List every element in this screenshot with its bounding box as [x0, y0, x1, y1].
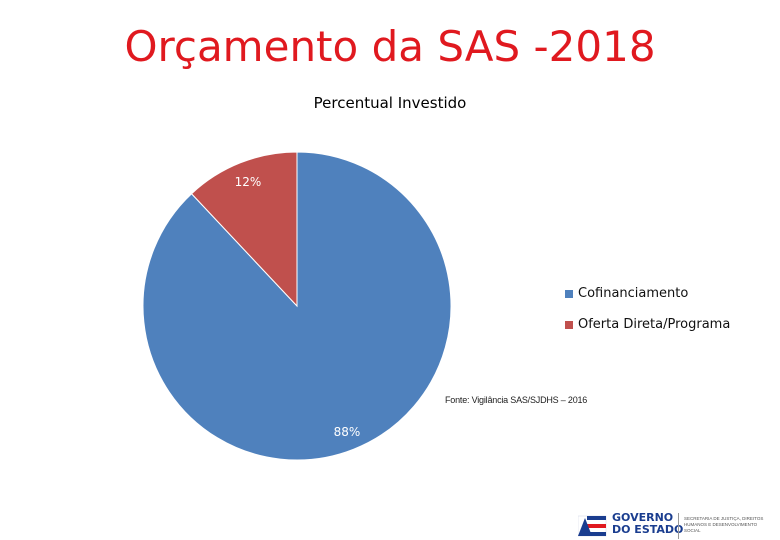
gov-line2: DO ESTADO: [612, 523, 684, 536]
bahia-flag-icon: [578, 515, 607, 537]
legend-item-cofinanciamento: Cofinanciamento: [565, 285, 730, 302]
legend-swatch-cofinanciamento: [565, 289, 573, 298]
gov-line1: GOVERNO: [612, 511, 674, 524]
legend-label-cofinanciamento: Cofinanciamento: [578, 286, 689, 301]
logo-divider: [678, 513, 679, 539]
secretaria-label: SECRETARIA DE JUSTIÇA, DIREITOS HUMANOS …: [684, 516, 764, 533]
legend-label-oferta-direta: Oferta Direta/Programa: [578, 317, 731, 332]
government-logo: GOVERNO DO ESTADO SECRETARIA DE JUSTIÇA,…: [578, 512, 768, 540]
source-note: Fonte: Vigilância SAS/SJDHS – 2016: [445, 395, 588, 405]
legend-swatch-oferta-direta: [565, 320, 573, 329]
chart-legend: Cofinanciamento Oferta Direta/Programa: [565, 285, 730, 347]
slide-title: Orçamento da SAS -2018: [124, 22, 656, 71]
pie-slice-oferta-direta-programa: [190, 151, 298, 308]
data-label-1: 12%: [235, 175, 262, 189]
legend-item-oferta-direta: Oferta Direta/Programa: [565, 316, 730, 333]
data-label-0: 88%: [334, 425, 361, 439]
chart-title: Percentual Investido: [313, 94, 467, 112]
governo-do-estado-label: GOVERNO DO ESTADO: [612, 512, 683, 536]
